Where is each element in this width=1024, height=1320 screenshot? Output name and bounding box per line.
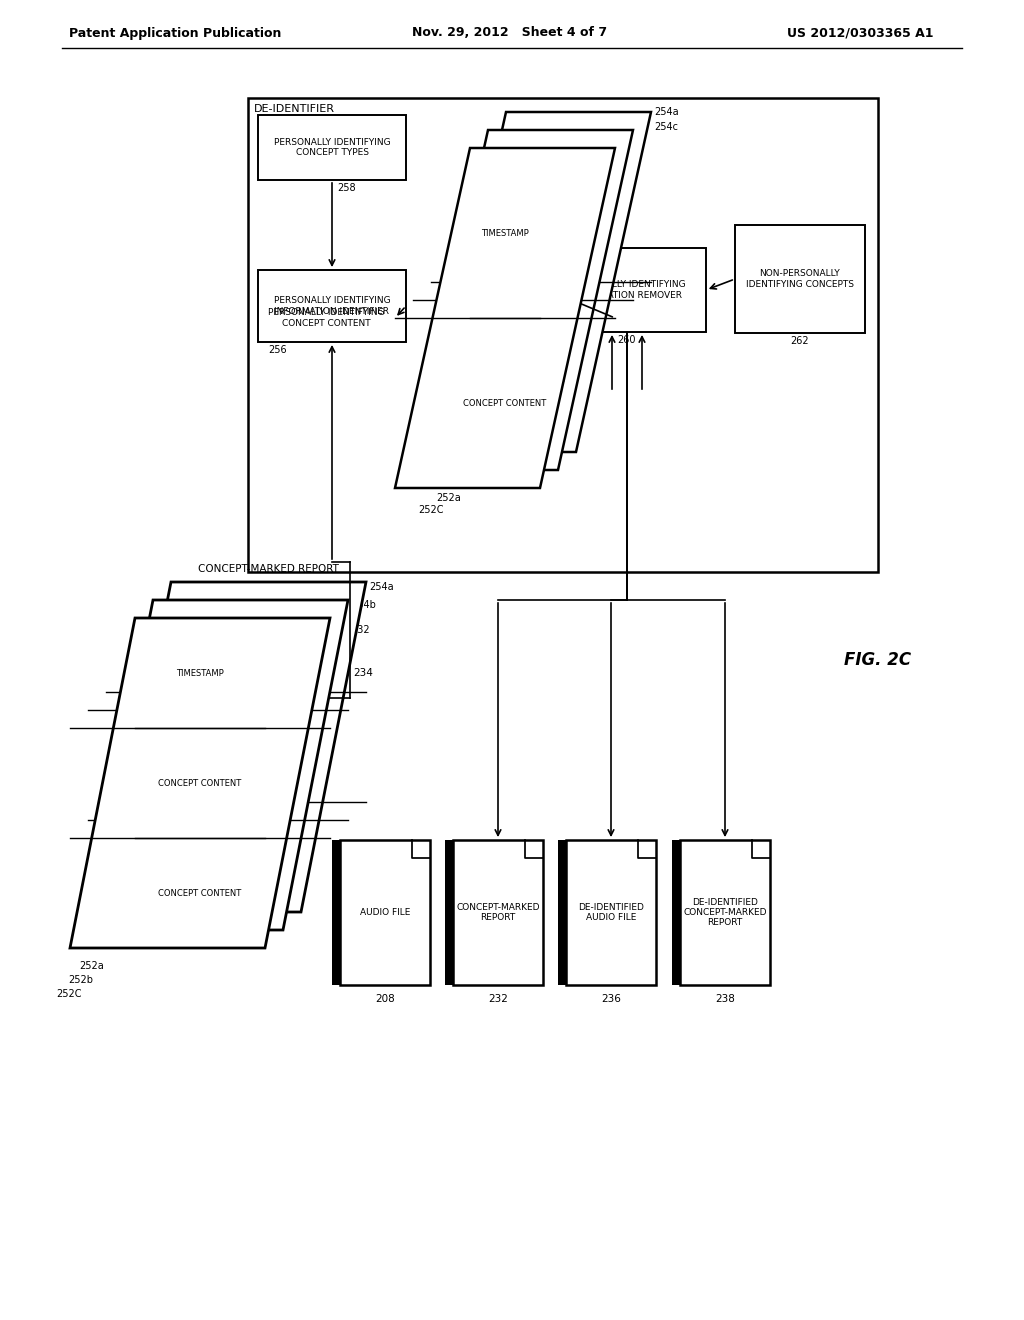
Text: 260: 260 [617, 335, 636, 345]
Text: 254a: 254a [654, 107, 679, 117]
Bar [672, 840, 680, 985]
Text: Nov. 29, 2012   Sheet 4 of 7: Nov. 29, 2012 Sheet 4 of 7 [413, 26, 607, 40]
Text: 252C: 252C [56, 989, 82, 999]
Bar [445, 840, 453, 985]
Text: 234: 234 [353, 668, 373, 678]
Bar [453, 840, 543, 985]
Bar [558, 840, 566, 985]
Text: DE-IDENTIFIED
CONCEPT-MARKED
REPORT: DE-IDENTIFIED CONCEPT-MARKED REPORT [683, 898, 767, 928]
Text: 236: 236 [601, 994, 621, 1005]
Text: 254c: 254c [654, 121, 678, 132]
Text: CONCEPT CONTENT: CONCEPT CONTENT [464, 399, 547, 408]
Bar [258, 271, 406, 342]
Text: 259: 259 [397, 469, 416, 478]
Text: CONCEPT CONTENT: CONCEPT CONTENT [481, 380, 564, 389]
Text: TIMESTAMP: TIMESTAMP [481, 228, 528, 238]
Text: 254b: 254b [351, 601, 376, 610]
Polygon shape [106, 582, 366, 912]
Bar [735, 224, 865, 333]
Text: 252a: 252a [79, 961, 104, 972]
Text: US 2012/0303365 A1: US 2012/0303365 A1 [786, 26, 933, 40]
Text: PERSONALLY IDENTIFYING
CONCEPT TYPES: PERSONALLY IDENTIFYING CONCEPT TYPES [273, 137, 390, 157]
Text: DE-IDENTIFIED
AUDIO FILE: DE-IDENTIFIED AUDIO FILE [579, 903, 644, 923]
Bar [680, 840, 770, 985]
Text: TIMESTAMP: TIMESTAMP [499, 210, 547, 219]
Text: TIMESTAMP: TIMESTAMP [195, 651, 242, 660]
Text: 252a: 252a [436, 492, 461, 503]
Text: AUDIO FILE: AUDIO FILE [359, 908, 411, 917]
Polygon shape [88, 601, 348, 931]
Bar [332, 840, 340, 985]
Polygon shape [413, 129, 633, 470]
Text: 254a: 254a [369, 582, 393, 591]
Polygon shape [395, 148, 615, 488]
Text: DE-IDENTIFIER: DE-IDENTIFIER [254, 104, 335, 114]
Text: PERSONALLY IDENTIFYING
INFORMATION REMOVER: PERSONALLY IDENTIFYING INFORMATION REMOV… [568, 280, 685, 300]
Text: CONCEPT CONTENT: CONCEPT CONTENT [176, 760, 260, 770]
Text: NON-PERSONALLY
IDENTIFYING CONCEPTS: NON-PERSONALLY IDENTIFYING CONCEPTS [746, 269, 854, 289]
Text: TIMESTAMP: TIMESTAMP [176, 668, 224, 677]
Text: 256: 256 [268, 345, 287, 355]
Polygon shape [431, 112, 651, 451]
Bar [258, 115, 406, 180]
Bar [548, 248, 706, 333]
Bar [340, 840, 430, 985]
Bar [566, 840, 656, 985]
Text: 238: 238 [715, 994, 735, 1005]
Text: 232: 232 [488, 994, 508, 1005]
Text: PERSONALLY IDENTIFYING
CONCEPT CONTENT: PERSONALLY IDENTIFYING CONCEPT CONTENT [268, 309, 385, 327]
Text: PERSONALLY IDENTIFYING
INFORMATION IDENTIFIER: PERSONALLY IDENTIFYING INFORMATION IDENT… [273, 296, 390, 315]
Text: CONCEPT-MARKED
REPORT: CONCEPT-MARKED REPORT [457, 903, 540, 923]
Text: CONCEPT CONTENT: CONCEPT CONTENT [176, 870, 260, 879]
Text: 208: 208 [375, 994, 395, 1005]
Text: 252C: 252C [418, 506, 443, 515]
Text: FIG. 2C: FIG. 2C [845, 651, 911, 669]
Text: CONCEPT-MARKED REPORT: CONCEPT-MARKED REPORT [198, 564, 339, 574]
Text: CONCEPT CONTENT: CONCEPT CONTENT [159, 779, 242, 788]
Text: Patent Application Publication: Patent Application Publication [69, 26, 282, 40]
Bar [248, 98, 878, 572]
Text: CONCEPT CONTENT: CONCEPT CONTENT [159, 888, 242, 898]
Text: 254c: 254c [333, 618, 357, 628]
Text: 258: 258 [338, 183, 356, 193]
Text: 252b: 252b [68, 975, 93, 985]
Polygon shape [70, 618, 330, 948]
Text: 232: 232 [351, 624, 370, 635]
Text: 262: 262 [791, 337, 809, 346]
